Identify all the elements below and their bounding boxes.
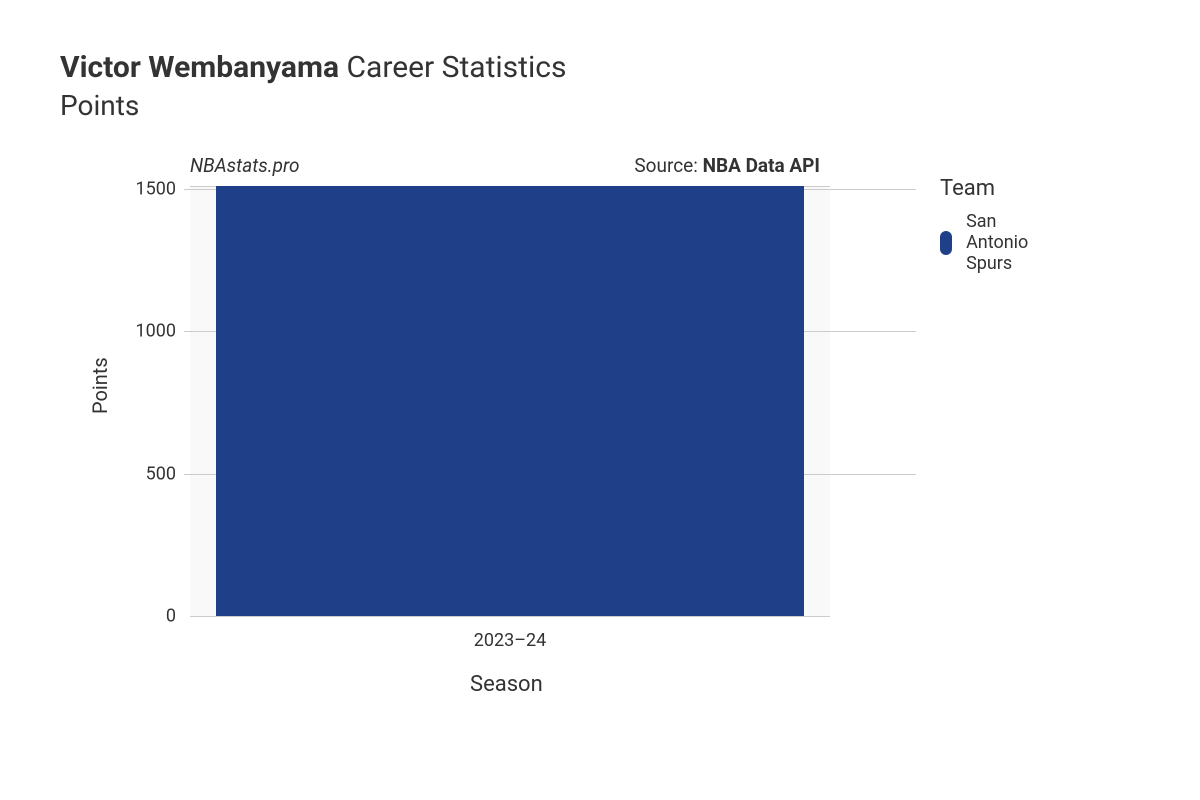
legend-label: San Antonio Spurs bbox=[966, 211, 1040, 274]
x-tick-label: 2023–24 bbox=[474, 630, 547, 651]
legend-items: San Antonio Spurs bbox=[940, 211, 1040, 274]
player-name: Victor Wembanyama bbox=[60, 50, 339, 85]
chart-area: NBAstats.pro Source: NBA Data API 050010… bbox=[110, 152, 1010, 712]
source-name: NBA Data API bbox=[703, 154, 820, 177]
y-tick-label: 1000 bbox=[116, 321, 176, 342]
legend-title: Team bbox=[940, 176, 1040, 201]
y-tick-label: 0 bbox=[116, 606, 176, 627]
title-suffix: Career Statistics bbox=[346, 50, 566, 85]
plot-region: 0500100015002023–24 bbox=[190, 186, 830, 616]
legend-item: San Antonio Spurs bbox=[940, 211, 1040, 274]
legend: Team San Antonio Spurs bbox=[940, 176, 1040, 274]
watermark-label: NBAstats.pro bbox=[190, 154, 300, 177]
chart-container: Victor Wembanyama Career Statistics Poin… bbox=[0, 0, 1200, 800]
chart-subtitle: Points bbox=[60, 89, 1160, 122]
x-axis-title: Season bbox=[470, 672, 543, 697]
y-tick-label: 1500 bbox=[116, 178, 176, 199]
source-prefix: Source: bbox=[634, 154, 697, 177]
gridline bbox=[190, 616, 830, 617]
bar bbox=[216, 186, 805, 616]
y-axis-title: Points bbox=[88, 357, 112, 414]
chart-title: Victor Wembanyama Career Statistics bbox=[60, 50, 1160, 85]
legend-swatch bbox=[940, 231, 952, 255]
y-tick-label: 500 bbox=[116, 463, 176, 484]
source-label: Source: NBA Data API bbox=[634, 154, 820, 177]
